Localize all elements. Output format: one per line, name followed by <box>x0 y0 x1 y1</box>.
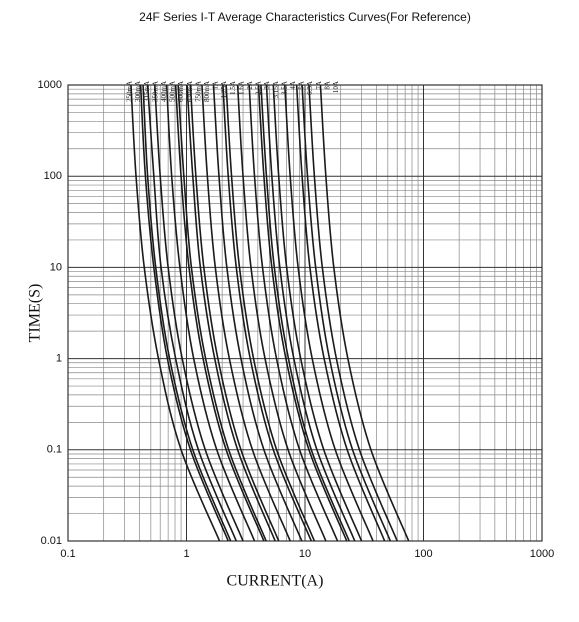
y-tick-label: 1000 <box>38 79 62 91</box>
y-tick-label: 0.01 <box>41 535 62 547</box>
x-tick-label: 1000 <box>530 548 554 560</box>
fuse-curve <box>189 84 280 542</box>
fuse-curve <box>283 84 374 542</box>
fuse-curve <box>272 84 363 542</box>
y-tick-label: 1 <box>56 353 62 365</box>
curve-label: 250mA <box>126 81 134 102</box>
curve-label: 7A <box>315 81 323 90</box>
curve-label: 8A <box>323 81 331 90</box>
curve-label: 4A <box>289 81 297 90</box>
fuse-curve <box>257 84 348 542</box>
curve-label: 10A <box>332 81 340 93</box>
fuse-curve <box>265 84 356 542</box>
fuse-curve <box>319 84 410 542</box>
fuse-curve <box>236 84 327 542</box>
curve-label: 300mA <box>134 81 142 102</box>
x-tick-label: 1 <box>183 548 189 560</box>
y-tick-label: 0.1 <box>47 444 62 456</box>
chart-title: 24F Series I-T Average Characteristics C… <box>139 10 471 24</box>
curve-label: 400mA <box>160 81 168 102</box>
y-axis-label: TIME(S) <box>27 284 44 343</box>
x-axis-label: CURRENT(A) <box>227 573 324 590</box>
fuse-curve <box>177 84 267 542</box>
fuse-curve <box>165 84 256 542</box>
curve-label: 6.3A <box>306 81 314 95</box>
curve-label: 1.25A <box>220 81 228 98</box>
x-tick-label: 10 <box>299 548 311 560</box>
curve-label: 2A <box>246 81 254 90</box>
fuse-curve <box>130 84 221 542</box>
fuse-curve <box>142 84 232 542</box>
fuse-curve <box>308 84 398 542</box>
curve-label: 630mA <box>186 81 194 102</box>
fuse-curve <box>225 84 316 542</box>
fuse-curve <box>295 84 386 542</box>
fuse-curve <box>222 84 313 542</box>
fuse-curve <box>153 84 244 542</box>
curve-label: 3.15A <box>272 81 280 98</box>
curve-label: 800mA <box>203 81 211 102</box>
curve-label: 500mA <box>169 81 177 102</box>
fuse-curve <box>301 84 392 542</box>
x-tick-label: 0.1 <box>60 548 75 560</box>
curve-label: 600mA <box>177 81 185 102</box>
fuse-curve <box>201 84 291 542</box>
fuse-curve <box>186 84 276 542</box>
curve-label: 1.6A <box>237 81 245 95</box>
fuse-curve <box>248 84 339 542</box>
plot-frame <box>67 84 543 542</box>
y-tick-label: 100 <box>44 170 62 182</box>
x-tick-label: 100 <box>414 548 432 560</box>
fuse-curve <box>260 84 350 542</box>
fuse-curve <box>174 84 265 542</box>
fuse-curve <box>146 84 238 542</box>
curve-label: 750mA <box>194 81 202 102</box>
fuse-curve <box>212 84 303 542</box>
curve-label: 315mA <box>143 81 151 102</box>
curve-label: 1A <box>212 81 220 90</box>
fuse-curve <box>139 84 229 542</box>
y-tick-label: 10 <box>50 261 62 273</box>
curve-label: 1.5A <box>229 81 237 95</box>
